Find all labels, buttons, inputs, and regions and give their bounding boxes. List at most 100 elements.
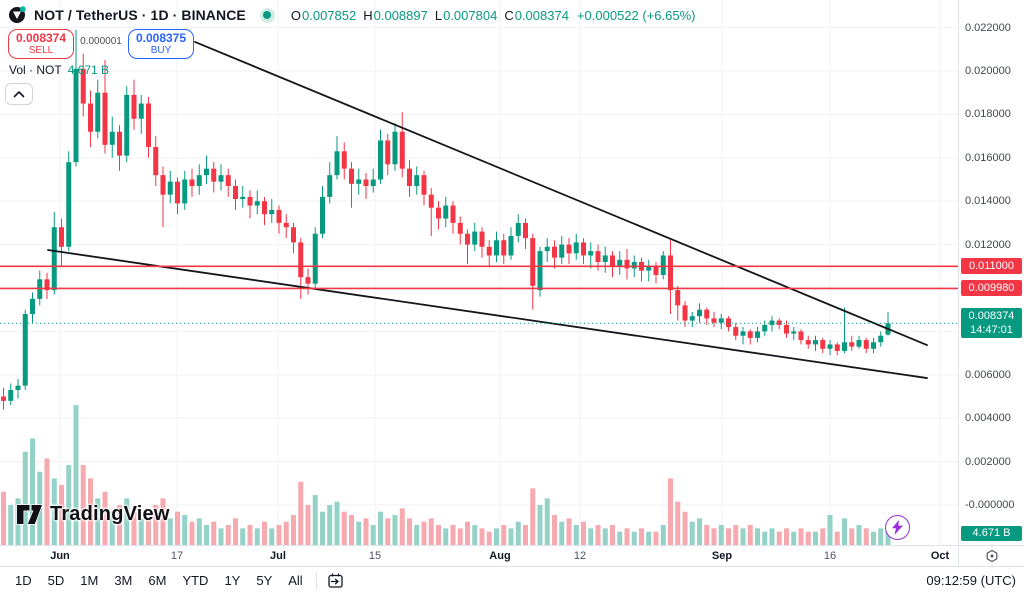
candle-body (472, 231, 478, 245)
candle-body (791, 331, 797, 334)
candle-body (189, 179, 195, 187)
range-button-5Y[interactable]: 5Y (249, 570, 279, 591)
price-tick-label: 0.004000 (965, 412, 1011, 425)
sell-button[interactable]: 0.008374 SELL (8, 29, 74, 59)
volume-bar (320, 511, 325, 545)
volume-bar (8, 505, 14, 545)
scales-settings-icon[interactable] (985, 549, 999, 563)
tradingview-logo-text: TradingView (50, 503, 170, 525)
candle-body (682, 305, 688, 321)
candle-body (501, 240, 507, 256)
legend-collapse-button[interactable] (5, 83, 33, 105)
volume-bar (523, 525, 528, 545)
sell-label: SELL (28, 45, 54, 56)
candle-body (109, 131, 115, 145)
ohlc-item: L0.007804 (435, 8, 497, 23)
candle-body (769, 320, 775, 325)
trendline[interactable] (47, 249, 928, 379)
volume-bar (675, 501, 681, 545)
candle-body (740, 331, 746, 336)
candle-body (44, 279, 50, 291)
candle-body (805, 340, 811, 345)
volume-bar (740, 528, 746, 545)
volume-bar (798, 528, 804, 545)
candle-body (762, 324, 768, 332)
candle-body (218, 175, 224, 182)
range-button-6M[interactable]: 6M (141, 570, 173, 591)
symbol-title[interactable]: NOT / TetherUS · 1D · BINANCE (34, 7, 246, 23)
go-to-date-button[interactable] (327, 572, 344, 589)
volume-bar (581, 521, 586, 545)
range-button-1D[interactable]: 1D (8, 570, 39, 591)
date-range-buttons: 1D 5D 1M 3M 6M YTD 1Y 5Y All (8, 570, 310, 591)
candle-body (450, 205, 456, 223)
volume-bar (472, 525, 478, 545)
volume-bar (530, 488, 536, 545)
volume-bar (189, 521, 195, 545)
volume-bar (146, 511, 151, 545)
range-button-5D[interactable]: 5D (41, 570, 72, 591)
volume-bar (88, 478, 93, 545)
chart-canvas[interactable] (0, 0, 958, 545)
volume-bar (457, 528, 463, 545)
price-tick-label: -0.000000 (965, 499, 1015, 511)
candle-body (312, 233, 318, 284)
volume-bar (689, 521, 695, 545)
range-button-All[interactable]: All (281, 570, 309, 591)
candle-body (631, 261, 637, 269)
price-axis[interactable]: 0.022000 0.020000 0.018000 0.016000 0.014000… (958, 0, 1024, 545)
volume-bar (733, 525, 739, 545)
volume-bar (639, 528, 644, 545)
calendar-icon (328, 573, 343, 588)
volume-bar (668, 478, 673, 545)
candle-body (617, 259, 623, 267)
volume-bar (610, 525, 615, 545)
volume-legend-value: 4.671 B (67, 63, 110, 77)
bottom-toolbar: 1D 5D 1M 3M 6M YTD 1Y 5Y All 09:12:59 (UTC) (0, 566, 1024, 594)
volume-bar (849, 528, 855, 545)
range-button-1M[interactable]: 1M (73, 570, 105, 591)
price-tick-label: 0.022000 (965, 21, 1011, 34)
candle-body (102, 92, 108, 145)
candle-body (378, 140, 383, 180)
candle-body (51, 227, 57, 291)
candle-body (537, 251, 543, 291)
tradingview-logo-icon (16, 504, 43, 525)
volume-bar (588, 528, 594, 545)
lightning-mode-button[interactable] (885, 515, 910, 540)
time-tick-label: 17 (170, 550, 184, 562)
range-button-YTD[interactable]: YTD (175, 570, 215, 591)
volume-bar (153, 505, 159, 545)
candle-body (204, 168, 209, 176)
candle-body (363, 179, 369, 187)
candle-body (863, 340, 869, 349)
candle-body (834, 344, 840, 351)
volume-bar (827, 515, 833, 545)
candle-body (486, 246, 492, 256)
candle-body (668, 255, 673, 291)
volume-bar (138, 518, 144, 545)
candle-body (167, 181, 173, 195)
time-tick-label: 16 (823, 550, 837, 562)
time-axis[interactable]: Jun 17 Jul 15 Aug 12 Sep 16 Oct (0, 545, 958, 566)
candle-body (820, 340, 826, 349)
candle-body (233, 186, 238, 200)
volume-bar (247, 525, 253, 545)
time-tick-label: Sep (711, 550, 733, 562)
volume-bar (109, 511, 115, 545)
candle-body (515, 222, 521, 236)
candle-body (247, 196, 253, 206)
candle-body (624, 259, 630, 269)
buy-button[interactable]: 0.008375 BUY (128, 29, 194, 59)
range-button-3M[interactable]: 3M (107, 570, 139, 591)
volume-bar (856, 525, 862, 545)
volume-bar (697, 518, 702, 545)
volume-bar (660, 525, 666, 545)
ohlc-item: C0.008374 (504, 8, 569, 23)
candle-body (349, 168, 354, 184)
volume-bar (617, 531, 623, 545)
time-tick-label: Oct (930, 550, 950, 562)
trendline[interactable] (194, 41, 928, 346)
candle-body (776, 320, 782, 325)
range-button-1Y[interactable]: 1Y (217, 570, 247, 591)
